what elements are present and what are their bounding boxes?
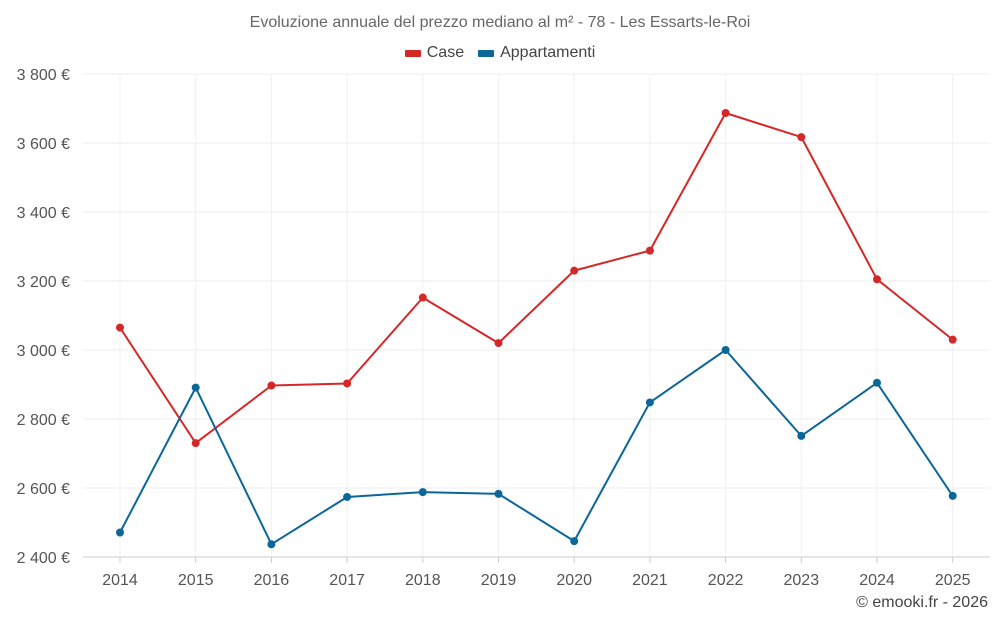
- x-tick-label: 2022: [708, 572, 744, 589]
- y-tick-label: 3 400 €: [17, 205, 70, 222]
- data-point-case-2020[interactable]: Case 2020: 3230 €: [570, 266, 579, 275]
- x-tick-label: 2016: [254, 572, 290, 589]
- y-tick-label: 3 000 €: [17, 343, 70, 360]
- credit-text: © emooki.fr - 2026: [856, 594, 988, 611]
- data-point-case-2023[interactable]: Case 2023: 3617 €: [797, 133, 806, 142]
- y-tick-label: 2 400 €: [17, 550, 70, 567]
- x-tick-label: 2024: [859, 572, 895, 589]
- legend-label-appartamenti: Appartamenti: [500, 44, 596, 61]
- x-tick-label: 2018: [405, 572, 441, 589]
- chart-title: Evoluzione annuale del prezzo mediano al…: [249, 14, 751, 31]
- data-point-appartamenti-2015[interactable]: Appartamenti 2015: 2891 €: [191, 383, 200, 392]
- legend-swatch-appartamenti: [478, 49, 495, 57]
- y-tick-label: 2 600 €: [17, 481, 70, 498]
- data-point-case-2025[interactable]: Case 2025: 3030 €: [948, 335, 957, 344]
- x-tick-label: 2021: [632, 572, 668, 589]
- x-tick-label: 2019: [481, 572, 517, 589]
- x-tick-label: 2023: [784, 572, 820, 589]
- legend-item-case[interactable]: Case: [404, 44, 465, 62]
- y-tick-label: 2 800 €: [17, 412, 70, 429]
- data-point-appartamenti-2023[interactable]: Appartamenti 2023: 2751 €: [797, 431, 806, 440]
- data-point-appartamenti-2018[interactable]: Appartamenti 2018: 2588 €: [418, 488, 427, 497]
- data-point-case-2015[interactable]: Case 2015: 2730 €: [191, 439, 200, 448]
- y-tick-label: 3 600 €: [17, 136, 70, 153]
- legend-item-appartamenti[interactable]: Appartamenti: [478, 44, 595, 62]
- series-line-case: [119, 112, 954, 445]
- legend: Case Appartamenti: [0, 44, 1000, 62]
- data-point-case-2019[interactable]: Case 2019: 3020 €: [494, 339, 503, 348]
- data-point-case-2021[interactable]: Case 2021: 3288 €: [645, 246, 654, 255]
- data-point-case-2017[interactable]: Case 2017: 2903 €: [343, 379, 352, 388]
- x-tick-label: 2020: [556, 572, 592, 589]
- data-point-appartamenti-2016[interactable]: Appartamenti 2016: 2437 €: [267, 540, 276, 549]
- x-tick-label: 2025: [935, 572, 971, 589]
- x-tick-label: 2017: [329, 572, 365, 589]
- x-tick-label: 2014: [102, 572, 138, 589]
- data-point-case-2014[interactable]: Case 2014: 3065 €: [116, 323, 124, 332]
- data-point-appartamenti-2017[interactable]: Appartamenti 2017: 2574 €: [343, 492, 352, 501]
- y-tick-label: 3 200 €: [17, 274, 70, 291]
- data-point-appartamenti-2019[interactable]: Appartamenti 2019: 2583 €: [494, 489, 503, 498]
- data-point-appartamenti-2021[interactable]: Appartamenti 2021: 2848 €: [645, 398, 654, 407]
- data-point-case-2022[interactable]: Case 2022: 3687 €: [721, 108, 730, 117]
- data-point-case-2018[interactable]: Case 2018: 3152 €: [418, 293, 427, 302]
- x-tick-label: 2015: [178, 572, 214, 589]
- series-line-appartamenti: [119, 349, 954, 546]
- data-point-appartamenti-2020[interactable]: Appartamenti 2020: 2446 €: [570, 537, 579, 546]
- legend-swatch-case: [404, 49, 421, 57]
- data-point-case-2016[interactable]: Case 2016: 2897 €: [267, 381, 276, 390]
- data-point-case-2024[interactable]: Case 2024: 3205 €: [873, 275, 881, 284]
- y-tick-label: 3 800 €: [17, 67, 70, 84]
- data-point-appartamenti-2014[interactable]: Appartamenti 2014: 2471 €: [116, 528, 124, 537]
- data-point-appartamenti-2025[interactable]: Appartamenti 2025: 2577 €: [948, 491, 957, 500]
- legend-label-case: Case: [426, 44, 465, 61]
- data-point-appartamenti-2024[interactable]: Appartamenti 2024: 2905 €: [873, 378, 881, 387]
